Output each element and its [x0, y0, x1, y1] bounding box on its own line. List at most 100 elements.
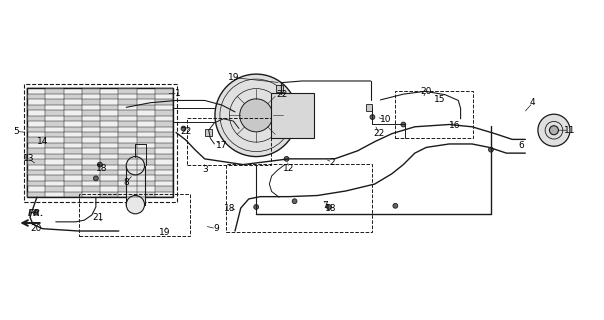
Text: 13: 13 — [23, 154, 34, 163]
Circle shape — [401, 122, 406, 127]
Polygon shape — [82, 99, 100, 105]
Text: 22: 22 — [180, 127, 191, 136]
Text: 18: 18 — [96, 164, 108, 172]
Bar — [187, 118, 271, 164]
Polygon shape — [118, 121, 137, 126]
Text: 2: 2 — [330, 158, 335, 167]
Polygon shape — [155, 121, 173, 126]
Text: 12: 12 — [283, 164, 295, 172]
Text: 20: 20 — [30, 224, 42, 233]
Text: 19: 19 — [159, 228, 171, 237]
Polygon shape — [27, 105, 45, 110]
Polygon shape — [82, 175, 100, 181]
Circle shape — [489, 147, 493, 152]
Text: 9: 9 — [213, 224, 219, 233]
Polygon shape — [63, 148, 82, 154]
Text: 4: 4 — [530, 98, 536, 107]
Polygon shape — [100, 159, 118, 164]
Circle shape — [33, 210, 38, 215]
Circle shape — [254, 204, 259, 209]
Polygon shape — [63, 94, 82, 99]
Polygon shape — [63, 126, 82, 132]
Text: 14: 14 — [37, 137, 48, 146]
Text: 21: 21 — [92, 213, 103, 222]
Text: 17: 17 — [216, 140, 228, 150]
Polygon shape — [27, 126, 45, 132]
Polygon shape — [45, 164, 63, 170]
Polygon shape — [27, 181, 45, 186]
Polygon shape — [100, 192, 118, 197]
Text: 22: 22 — [374, 129, 385, 138]
Text: FR.: FR. — [28, 209, 44, 219]
Polygon shape — [63, 116, 82, 121]
Text: 16: 16 — [449, 121, 461, 130]
Text: 7: 7 — [322, 201, 328, 210]
Text: 10: 10 — [381, 116, 392, 124]
Polygon shape — [27, 170, 45, 175]
Polygon shape — [45, 99, 63, 105]
Polygon shape — [155, 186, 173, 192]
Bar — [271, 93, 314, 138]
Bar — [126, 166, 144, 205]
Polygon shape — [118, 186, 137, 192]
Polygon shape — [63, 137, 82, 143]
Polygon shape — [118, 175, 137, 181]
Polygon shape — [27, 192, 45, 197]
Text: 20: 20 — [420, 87, 432, 96]
Polygon shape — [155, 154, 173, 159]
Polygon shape — [27, 148, 45, 154]
Text: 8: 8 — [123, 179, 129, 188]
Polygon shape — [45, 88, 63, 94]
Text: 11: 11 — [564, 126, 575, 135]
Circle shape — [97, 162, 102, 167]
Polygon shape — [63, 159, 82, 164]
Circle shape — [292, 199, 297, 204]
Bar — [396, 91, 473, 138]
Bar — [79, 194, 190, 236]
Circle shape — [126, 156, 144, 175]
Polygon shape — [45, 143, 63, 148]
Polygon shape — [137, 137, 155, 143]
Circle shape — [240, 99, 272, 132]
Polygon shape — [45, 186, 63, 192]
Polygon shape — [63, 192, 82, 197]
Polygon shape — [100, 170, 118, 175]
Polygon shape — [118, 154, 137, 159]
Polygon shape — [118, 88, 137, 94]
Polygon shape — [82, 186, 100, 192]
Polygon shape — [118, 132, 137, 137]
Text: 18: 18 — [223, 204, 235, 212]
Polygon shape — [155, 88, 173, 94]
Polygon shape — [45, 154, 63, 159]
Bar — [24, 84, 177, 202]
Circle shape — [284, 156, 289, 161]
Polygon shape — [137, 181, 155, 186]
Polygon shape — [137, 126, 155, 132]
Polygon shape — [82, 121, 100, 126]
Polygon shape — [63, 105, 82, 110]
Circle shape — [181, 126, 186, 131]
Polygon shape — [63, 181, 82, 186]
Polygon shape — [82, 154, 100, 159]
Polygon shape — [137, 192, 155, 197]
Polygon shape — [45, 110, 63, 116]
Circle shape — [370, 115, 375, 119]
Polygon shape — [82, 110, 100, 116]
Polygon shape — [27, 159, 45, 164]
Polygon shape — [100, 116, 118, 121]
Polygon shape — [82, 132, 100, 137]
Polygon shape — [63, 170, 82, 175]
Polygon shape — [100, 148, 118, 154]
Circle shape — [215, 74, 297, 156]
Polygon shape — [155, 132, 173, 137]
Polygon shape — [27, 137, 45, 143]
Bar — [205, 129, 212, 136]
Polygon shape — [100, 181, 118, 186]
Polygon shape — [100, 94, 118, 99]
Circle shape — [126, 196, 144, 214]
Bar — [275, 85, 283, 92]
Text: 1: 1 — [175, 89, 181, 98]
Bar — [27, 88, 173, 197]
Bar — [226, 164, 372, 232]
Text: 15: 15 — [434, 95, 445, 104]
